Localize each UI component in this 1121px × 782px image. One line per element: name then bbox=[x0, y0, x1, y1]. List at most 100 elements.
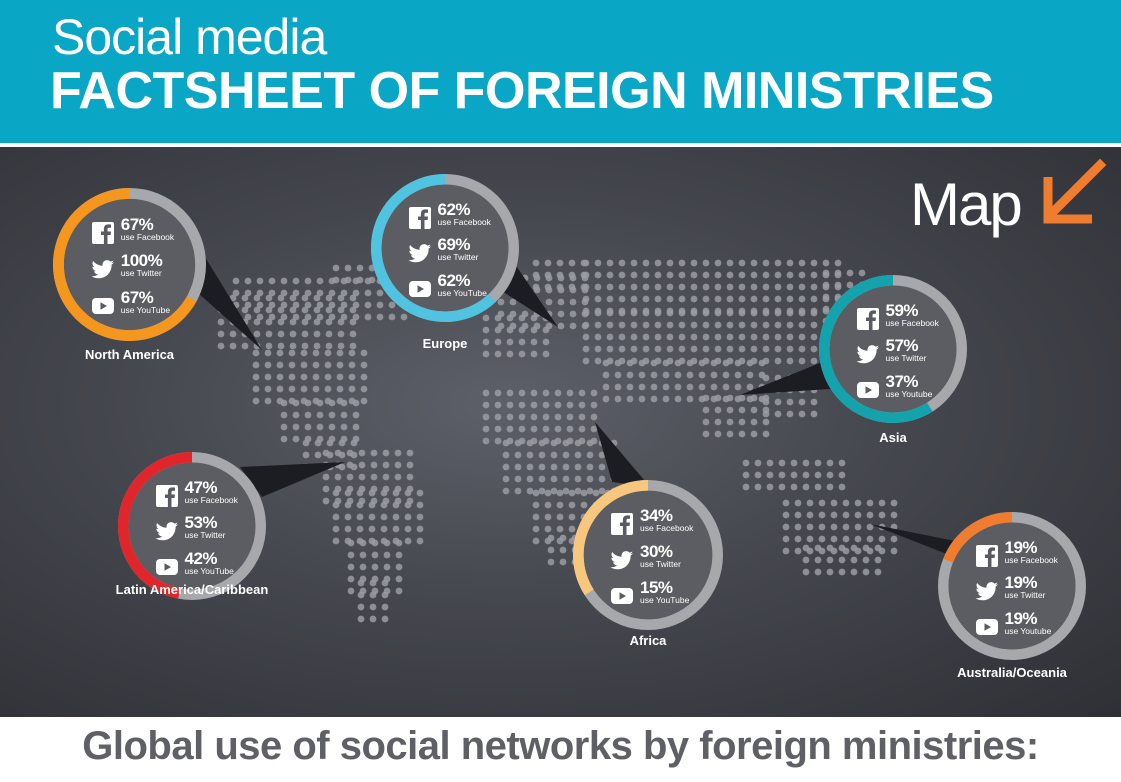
map-dot bbox=[568, 259, 576, 267]
map-dot bbox=[514, 475, 522, 483]
stat-label: use Facebook bbox=[640, 523, 694, 534]
map-dot bbox=[582, 309, 590, 317]
map-dot bbox=[726, 283, 734, 291]
map-dot bbox=[618, 345, 626, 353]
map-dot bbox=[590, 413, 598, 421]
map-dot bbox=[336, 349, 344, 357]
map-dot bbox=[666, 283, 674, 291]
map-dot bbox=[301, 342, 309, 350]
map-dot bbox=[714, 295, 722, 303]
map-dot bbox=[369, 603, 377, 611]
map-dot bbox=[638, 371, 646, 379]
map-dot bbox=[324, 385, 332, 393]
map-dot bbox=[514, 463, 522, 471]
map-dot bbox=[714, 430, 722, 438]
map-dot bbox=[557, 298, 565, 306]
map-dot bbox=[312, 373, 320, 381]
map-dot bbox=[404, 537, 412, 545]
map-dot bbox=[678, 271, 686, 279]
map-dot bbox=[890, 547, 898, 555]
map-dot bbox=[690, 321, 698, 329]
map-dot bbox=[302, 439, 310, 447]
map-dot bbox=[332, 264, 340, 272]
map-dot bbox=[806, 499, 814, 507]
map-dot bbox=[594, 259, 602, 267]
map-dot bbox=[542, 425, 550, 433]
stat-value: 42% bbox=[184, 548, 218, 568]
map-dot bbox=[798, 259, 806, 267]
map-dot bbox=[714, 333, 722, 341]
map-dot bbox=[818, 511, 826, 519]
region-asia: 59% use Facebook 57% use Twitter 37% use Yout… bbox=[818, 274, 968, 424]
map-dot bbox=[340, 289, 348, 297]
region-name-latin-america: Latin America/Caribbean bbox=[115, 582, 269, 597]
map-dot bbox=[364, 301, 372, 309]
map-dot bbox=[702, 271, 710, 279]
map-dot bbox=[874, 568, 882, 576]
map-dot bbox=[265, 306, 273, 314]
map-dot bbox=[530, 401, 538, 409]
map-dot bbox=[774, 410, 782, 418]
map-dot bbox=[750, 394, 758, 402]
map-dot bbox=[340, 423, 348, 431]
map-dot bbox=[416, 489, 424, 497]
stat-row: 57% use Twitter bbox=[856, 337, 946, 369]
map-dot bbox=[738, 345, 746, 353]
map-dot bbox=[666, 295, 674, 303]
map-dot bbox=[559, 558, 567, 566]
map-dot bbox=[838, 568, 846, 576]
map-dot bbox=[642, 259, 650, 267]
stat-row: 62% use Facebook bbox=[408, 201, 498, 233]
map-dot bbox=[602, 383, 610, 391]
map-dot bbox=[826, 483, 834, 491]
map-dot bbox=[802, 459, 810, 467]
map-dot bbox=[846, 269, 854, 277]
map-dot bbox=[786, 357, 794, 365]
map-dot bbox=[280, 423, 288, 431]
map-dot bbox=[554, 413, 562, 421]
map-dot bbox=[364, 313, 372, 321]
map-dot bbox=[774, 283, 782, 291]
map-dot bbox=[328, 313, 336, 321]
map-dot bbox=[810, 357, 818, 365]
map-dot bbox=[280, 411, 288, 419]
map-dot bbox=[316, 313, 324, 321]
region-name-africa: Africa bbox=[629, 633, 667, 648]
map-dot bbox=[838, 459, 846, 467]
map-dot bbox=[547, 558, 555, 566]
map-dot bbox=[316, 277, 324, 285]
map-dot bbox=[302, 451, 310, 459]
map-dot bbox=[532, 525, 540, 533]
map-dot bbox=[726, 333, 734, 341]
facebook-icon bbox=[408, 207, 431, 229]
map-dot bbox=[774, 386, 782, 394]
map-dot bbox=[276, 361, 284, 369]
map-dot bbox=[328, 289, 336, 297]
map-dot bbox=[244, 277, 252, 285]
map-dot bbox=[349, 342, 357, 350]
map-dot bbox=[714, 418, 722, 426]
map-dot bbox=[810, 333, 818, 341]
map-dot bbox=[280, 313, 288, 321]
stat-label: use YouTube bbox=[184, 565, 234, 576]
map-dot bbox=[806, 523, 814, 531]
map-dot bbox=[726, 309, 734, 317]
map-dot bbox=[344, 264, 352, 272]
map-dot bbox=[253, 318, 261, 326]
map-dot bbox=[726, 259, 734, 267]
map-dot bbox=[547, 546, 555, 554]
map-dot bbox=[594, 357, 602, 365]
map-dot bbox=[380, 525, 388, 533]
map-dot bbox=[750, 418, 758, 426]
stat-value: 30% bbox=[640, 542, 673, 562]
map-dot bbox=[802, 556, 810, 564]
map-dot bbox=[382, 473, 390, 481]
map-dot bbox=[313, 318, 321, 326]
map-dot bbox=[626, 359, 634, 367]
map-dot bbox=[614, 383, 622, 391]
map-dot bbox=[325, 342, 333, 350]
map-dot bbox=[337, 342, 345, 350]
map-dot bbox=[569, 322, 577, 330]
map-dot bbox=[392, 513, 400, 521]
map-dot bbox=[542, 413, 550, 421]
